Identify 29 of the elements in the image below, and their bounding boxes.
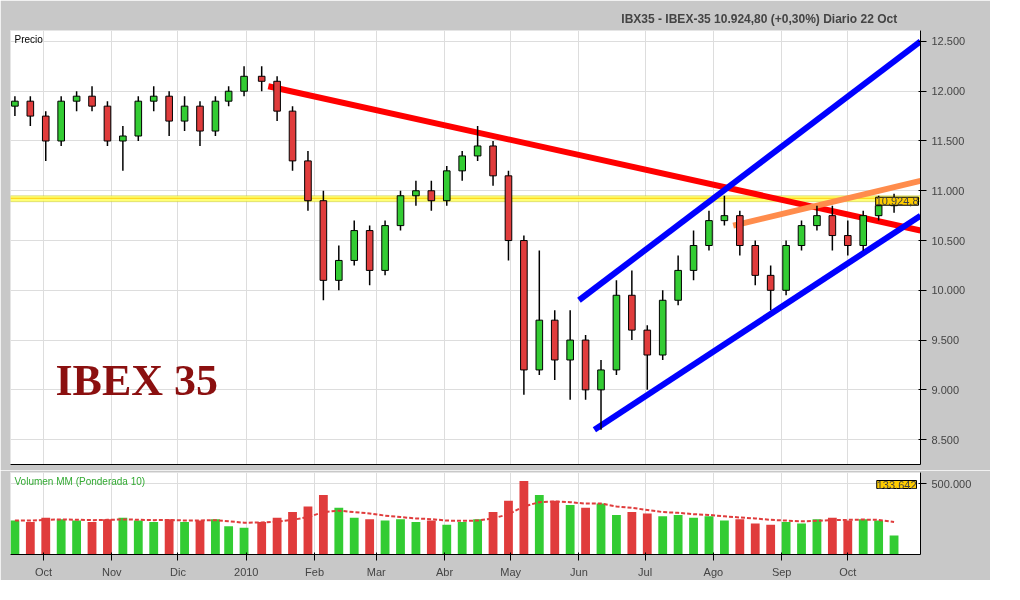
x-tick-label: Sep	[771, 565, 792, 578]
y-tick-label: 10.000	[931, 284, 966, 297]
annotation: Precio	[14, 33, 44, 45]
y-tick-label: 11.500	[931, 134, 965, 147]
x-tick-label: Ago	[703, 565, 724, 578]
x-tick-label: Oct	[34, 565, 53, 578]
y-tick-label: 9.500	[931, 334, 960, 347]
y-tick-label: 8.500	[931, 433, 960, 446]
annotation: IBEX 35	[55, 355, 219, 405]
y-tick-label: 500.000	[931, 477, 972, 490]
x-tick-label: 2010	[234, 565, 259, 578]
x-tick-label: Abr	[436, 565, 454, 578]
annotation: 133.642	[876, 478, 917, 491]
x-tick-label: Nov	[102, 565, 123, 578]
x-tick-label: Jul	[638, 565, 653, 578]
x-tick-label: May	[500, 565, 522, 578]
x-tick-label: Feb	[305, 565, 325, 578]
y-tick-label: 12.000	[931, 85, 966, 98]
x-tick-label: Dic	[170, 565, 187, 578]
chart-title: IBX35 - IBEX-35 10.924,80 (+0,30%) Diario 22 Oct	[621, 11, 898, 26]
x-tick-label: Oct	[839, 565, 857, 578]
annotation: Volumen MM (Ponderada 10)	[14, 475, 146, 487]
ref-line-label: 10.924,8	[875, 195, 919, 208]
y-tick-label: 12.500	[931, 35, 966, 48]
x-tick-label: Jun	[570, 565, 588, 578]
y-tick-label: 11.000	[931, 184, 965, 197]
y-tick-label: 9.000	[931, 383, 960, 396]
y-tick-label: 10.500	[931, 234, 966, 247]
x-tick-label: Mar	[366, 565, 387, 578]
